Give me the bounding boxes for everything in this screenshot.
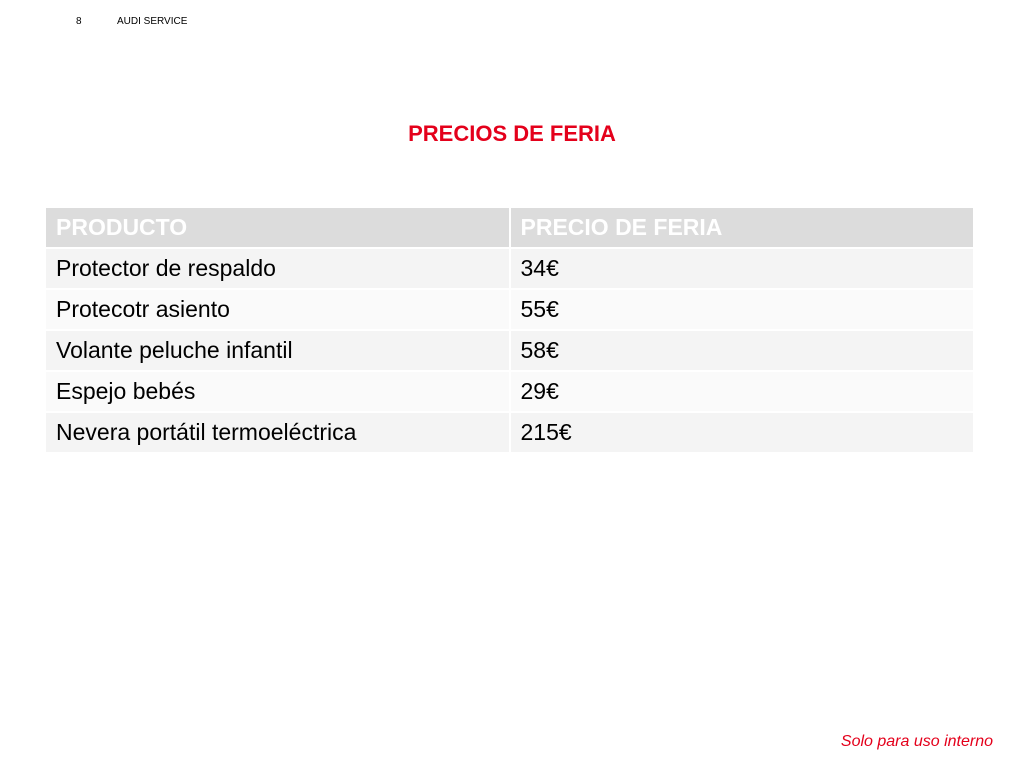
table-row: Volante peluche infantil 58€ (46, 331, 973, 370)
column-header-price: PRECIO DE FERIA (510, 208, 973, 247)
table-row: Espejo bebés 29€ (46, 372, 973, 411)
product-cell: Nevera portátil termoeléctrica (46, 413, 509, 452)
price-cell: 55€ (510, 290, 973, 329)
product-cell: Protecotr asiento (46, 290, 509, 329)
product-cell: Volante peluche infantil (46, 331, 509, 370)
price-cell: 34€ (510, 249, 973, 288)
table-row: Protector de respaldo 34€ (46, 249, 973, 288)
column-header-product: PRODUCTO (46, 208, 509, 247)
page-number: 8 (76, 16, 82, 27)
internal-use-note: Solo para uso interno (840, 733, 993, 750)
brand-label: AUDI SERVICE (117, 16, 188, 27)
product-cell: Espejo bebés (46, 372, 509, 411)
page-title: PRECIOS DE FERIA (408, 121, 616, 146)
table-row: Protecotr asiento 55€ (46, 290, 973, 329)
product-cell: Protector de respaldo (46, 249, 509, 288)
table-row: Nevera portátil termoeléctrica 215€ (46, 413, 973, 452)
price-cell: 215€ (510, 413, 973, 452)
price-cell: 29€ (510, 372, 973, 411)
price-table: PRODUCTO PRECIO DE FERIA Protector de re… (44, 206, 975, 454)
table-header-row: PRODUCTO PRECIO DE FERIA (46, 208, 973, 247)
price-cell: 58€ (510, 331, 973, 370)
